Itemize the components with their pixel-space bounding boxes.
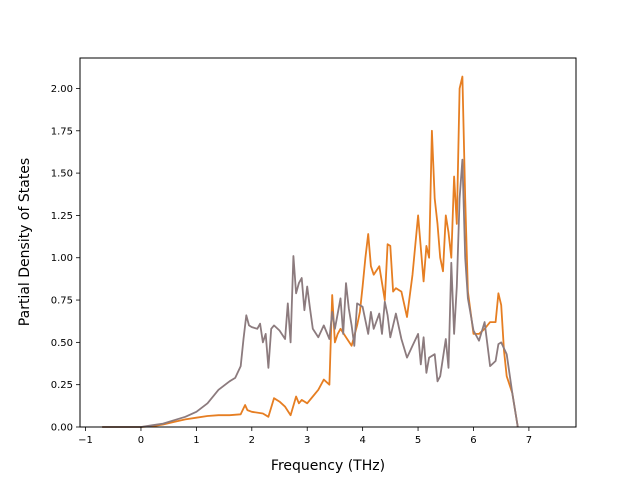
y-tick-label: 0.50 <box>51 338 73 349</box>
y-tick-label: 1.75 <box>51 126 73 137</box>
series-line-2 <box>102 158 519 428</box>
plot-background <box>80 58 576 427</box>
x-tick-label: 5 <box>415 435 421 446</box>
y-axis-label: Partial Density of States <box>17 158 33 326</box>
x-tick-label: 7 <box>526 435 532 446</box>
y-tick-label: 1.00 <box>51 253 73 264</box>
y-tick-label: 1.50 <box>51 169 73 180</box>
y-tick-label: 1.25 <box>51 211 73 222</box>
x-tick-label: 1 <box>193 435 199 446</box>
series-layer <box>102 75 519 428</box>
y-tick-label: 0.00 <box>51 423 73 434</box>
y-tick-label: 0.75 <box>51 296 73 307</box>
series-line-1 <box>102 75 519 428</box>
x-tick-label: −1 <box>78 435 93 446</box>
plot-frame <box>79 57 577 428</box>
x-axis-ticks: −1 0 1 2 3 4 5 6 7 <box>78 427 532 446</box>
y-tick-label: 2.00 <box>51 84 73 95</box>
y-tick-label: 0.25 <box>51 380 73 391</box>
x-tick-label: 6 <box>470 435 476 446</box>
y-axis-ticks: 0.00 0.25 0.50 0.75 1.00 1.25 1.50 1.75 2.00 <box>51 84 80 434</box>
x-tick-label: 2 <box>249 435 255 446</box>
x-tick-label: 0 <box>138 435 144 446</box>
x-tick-label: 3 <box>304 435 310 446</box>
x-tick-label: 4 <box>359 435 365 446</box>
x-axis-label: Frequency (THz) <box>271 458 385 474</box>
